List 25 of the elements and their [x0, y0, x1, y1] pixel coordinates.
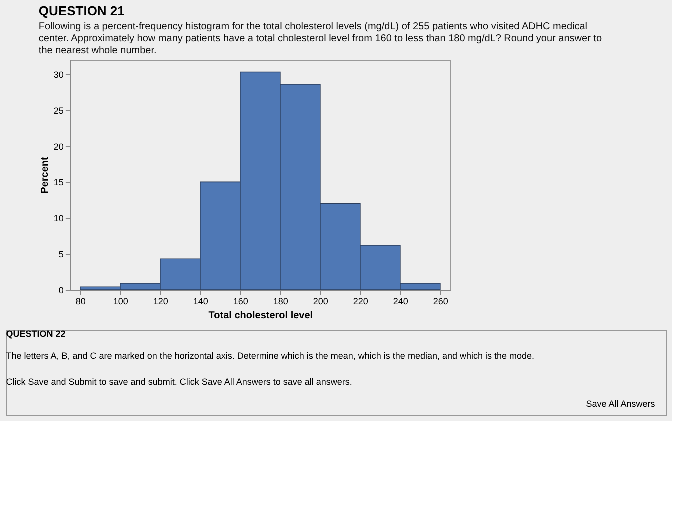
x-tick-label: 180 [273, 296, 288, 306]
x-tick-label: 120 [153, 296, 168, 306]
text: Click Save and Submit to save and submit. Click Save All Answers to save all answers. [6, 377, 352, 387]
x-tick-label: 220 [353, 296, 368, 306]
y-tick-label: 15 [54, 178, 64, 188]
y-axis-title: Percent [40, 156, 51, 194]
x-tick-label: 140 [193, 296, 208, 306]
chart-title: QUESTION 21 [38, 4, 125, 18]
chart-subtitle: Following is a percent-frequency histogram for the total cholesterol levels (mg/dL) of 255 patients who visited ADHC medical center. Approximately how many patients have a total cholesterol level from 160 to less than 180 mg/dL? Round your answer to the nearest whole number. [38, 22, 602, 56]
x-tick-label: 160 [233, 296, 248, 306]
x-tick-label: 200 [313, 296, 328, 306]
text: QUESTION 22 [6, 329, 66, 339]
x-axis-title: Total cholesterol level [208, 310, 314, 322]
y-tick-label: 25 [54, 106, 64, 116]
y-tick-label: 20 [54, 142, 64, 152]
x-tick-label: 80 [76, 296, 86, 306]
text: Save All Answers [586, 399, 656, 409]
y-tick-label: 10 [54, 214, 64, 224]
text: The letters A, B, and C are marked on the horizontal axis. Determine which is the mean, which is the median, and which is the mode. [6, 351, 535, 361]
x-tick-label: 100 [113, 296, 128, 306]
y-tick-label: 0 [58, 286, 64, 296]
y-tick-label: 5 [58, 250, 64, 260]
y-tick-label: 30 [54, 70, 64, 80]
x-tick-label: 260 [433, 296, 448, 306]
x-tick-label: 240 [393, 296, 408, 306]
